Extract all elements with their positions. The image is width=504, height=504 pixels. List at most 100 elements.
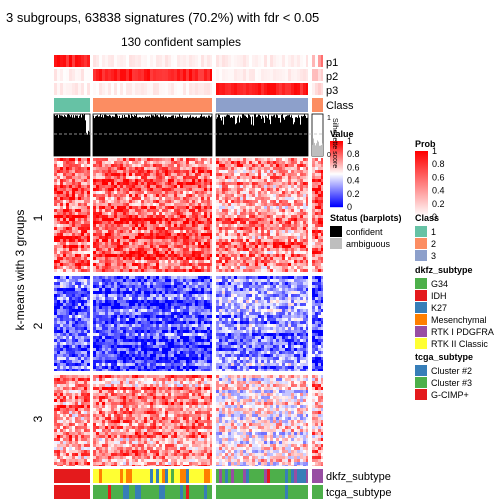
heatmap-cell [123,197,126,200]
heatmap-cell [249,215,252,218]
heatmap-cell [192,200,195,203]
heatmap-cell [69,357,72,360]
heatmap-cell [234,170,237,173]
heatmap-cell [189,203,192,206]
heatmap-cell [210,276,212,279]
heatmap-cell [153,188,156,191]
heatmap-cell [195,209,198,212]
heatmap-cell [141,221,144,224]
heatmap-cell [198,263,201,266]
heatmap-cell [261,257,264,260]
heatmap-cell [165,360,168,363]
heatmap-cell [114,282,117,285]
heatmap-cell [66,339,69,342]
heatmap-cell [195,236,198,239]
heatmap-cell [204,227,207,230]
heatmap-cell [141,297,144,300]
heatmap-cell [96,363,99,366]
heatmap-cell [177,248,180,251]
heatmap-cell [201,230,204,233]
heatmap-cell [228,230,231,233]
heatmap-cell [210,263,212,266]
heatmap-cell [204,167,207,170]
heatmap-cell [126,251,129,254]
heatmap-cell [264,182,267,185]
heatmap-cell [87,363,90,366]
heatmap-cell [195,318,198,321]
heatmap-cell [150,288,153,291]
heatmap-cell [171,266,174,269]
heatmap-cell [138,342,141,345]
heatmap-cell [66,345,69,348]
heatmap-cell [57,206,60,209]
heatmap-cell [180,366,183,369]
heatmap-cell [204,360,207,363]
heatmap-cell [81,254,84,257]
heatmap-cell [96,366,99,369]
heatmap-cell [93,206,96,209]
heatmap-cell [54,185,57,188]
heatmap-cell [72,182,75,185]
heatmap-cell [81,345,84,348]
heatmap-cell [120,218,123,221]
heatmap-cell [162,360,165,363]
heatmap-cell [252,245,255,248]
heatmap-cell [93,158,96,161]
heatmap-cell [87,206,90,209]
heatmap-cell [234,173,237,176]
heatmap-cell [156,233,159,236]
heatmap-cell [288,176,291,179]
heatmap-cell [132,254,135,257]
heatmap-cell [141,185,144,188]
heatmap-cell [120,312,123,315]
heatmap-cell [225,179,228,182]
heatmap-cell [180,345,183,348]
heatmap-cell [114,263,117,266]
heatmap-cell [99,309,102,312]
heatmap-cell [78,351,81,354]
heatmap-cell [69,191,72,194]
heatmap-cell [72,263,75,266]
heatmap-cell [180,342,183,345]
heatmap-cell [66,260,69,263]
heatmap-cell [132,360,135,363]
heatmap-cell [87,324,90,327]
heatmap-cell [63,215,66,218]
heatmap-cell [78,269,81,272]
heatmap-cell [177,288,180,291]
heatmap-cell [60,345,63,348]
heatmap-cell [102,182,105,185]
heatmap-cell [159,315,162,318]
heatmap-cell [246,191,249,194]
heatmap-cell [246,194,249,197]
heatmap-cell [99,315,102,318]
heatmap-cell [279,254,282,257]
heatmap-cell [177,194,180,197]
heatmap-cell [99,203,102,206]
heatmap-cell [72,333,75,336]
heatmap-cell [57,179,60,182]
heatmap-cell [99,282,102,285]
heatmap-cell [189,324,192,327]
heatmap-cell [117,300,120,303]
heatmap-cell [96,276,99,279]
heatmap-cell [129,257,132,260]
heatmap-cell [87,330,90,333]
heatmap-cell [120,360,123,363]
heatmap-cell [315,269,318,272]
heatmap-cell [129,242,132,245]
heatmap-cell [246,212,249,215]
heatmap-cell [105,321,108,324]
heatmap-cell [156,215,159,218]
heatmap-cell [72,348,75,351]
heatmap-cell [96,251,99,254]
heatmap-cell [126,179,129,182]
heatmap-cell [150,200,153,203]
heatmap-cell [204,342,207,345]
heatmap-cell [96,215,99,218]
heatmap-cell [201,324,204,327]
heatmap-cell [75,194,78,197]
heatmap-cell [75,318,78,321]
heatmap-cell [237,179,240,182]
heatmap-cell [276,158,279,161]
